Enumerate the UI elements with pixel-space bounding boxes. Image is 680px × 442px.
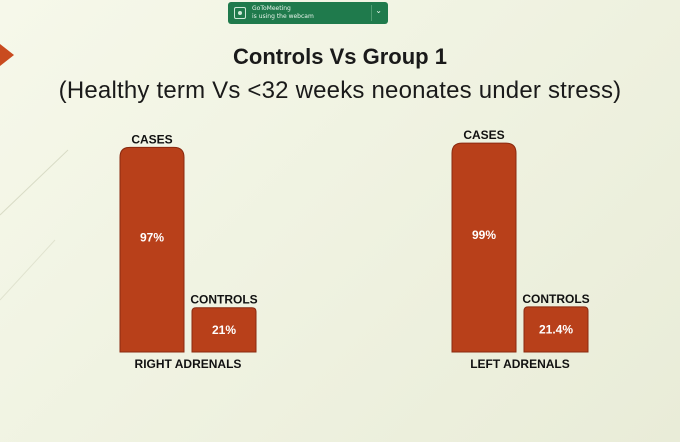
accent-arrow-icon bbox=[0, 44, 14, 66]
chart-subtitle: (Healthy term Vs <32 weeks neonates unde… bbox=[58, 77, 622, 104]
bar-category-label: CONTROLS bbox=[522, 292, 589, 306]
bar-value-label: 21% bbox=[212, 323, 236, 337]
bar-value-label: 21.4% bbox=[539, 322, 573, 336]
bar-right-controls bbox=[191, 307, 257, 353]
bar-left-controls bbox=[523, 306, 589, 353]
bar-left-cases bbox=[451, 142, 517, 353]
chart-title: Controls Vs Group 1 bbox=[233, 44, 447, 69]
bar-category-label: CONTROLS bbox=[190, 293, 257, 307]
notification-divider bbox=[371, 5, 372, 21]
webcam-notification[interactable]: GoToMeeting is using the webcam ⌄ bbox=[228, 2, 388, 24]
notification-app-name: GoToMeeting bbox=[252, 5, 291, 12]
chevron-down-icon[interactable]: ⌄ bbox=[375, 6, 382, 15]
bar-category-label: CASES bbox=[131, 132, 172, 146]
bar-value-label: 97% bbox=[140, 230, 164, 244]
bar-right-cases bbox=[119, 146, 185, 353]
bar-value-label: 99% bbox=[472, 228, 496, 242]
bar-category-label: CASES bbox=[463, 128, 504, 142]
group-axis-label: LEFT ADRENALS bbox=[470, 357, 570, 371]
webcam-icon bbox=[234, 7, 246, 19]
group-axis-label: RIGHT ADRENALS bbox=[135, 357, 242, 371]
notification-message: is using the webcam bbox=[252, 13, 314, 20]
